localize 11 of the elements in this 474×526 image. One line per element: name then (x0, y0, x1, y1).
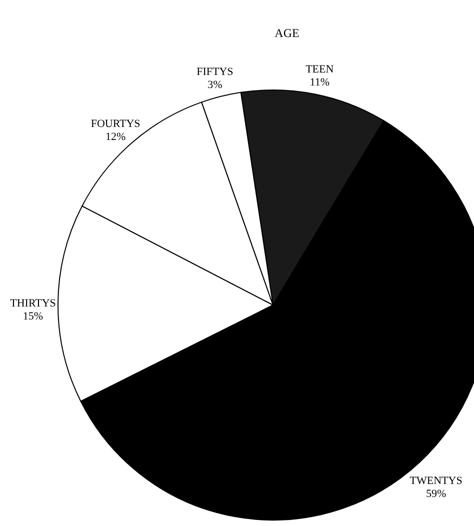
slice-label: FIFTYS (196, 66, 234, 78)
data-label: 11% (310, 76, 330, 89)
slice-label: FOURTYS (90, 118, 140, 130)
slice-label: TWENTYS (410, 475, 462, 488)
data-label: 15% (22, 310, 44, 322)
slice-label: TEEN (306, 64, 334, 76)
slice-label: THIRTYS (10, 297, 56, 310)
data-label: 59% (426, 488, 446, 500)
data-label: 3% (208, 79, 222, 92)
chart-title: AGE (274, 26, 300, 40)
data-label: 12% (105, 130, 126, 143)
